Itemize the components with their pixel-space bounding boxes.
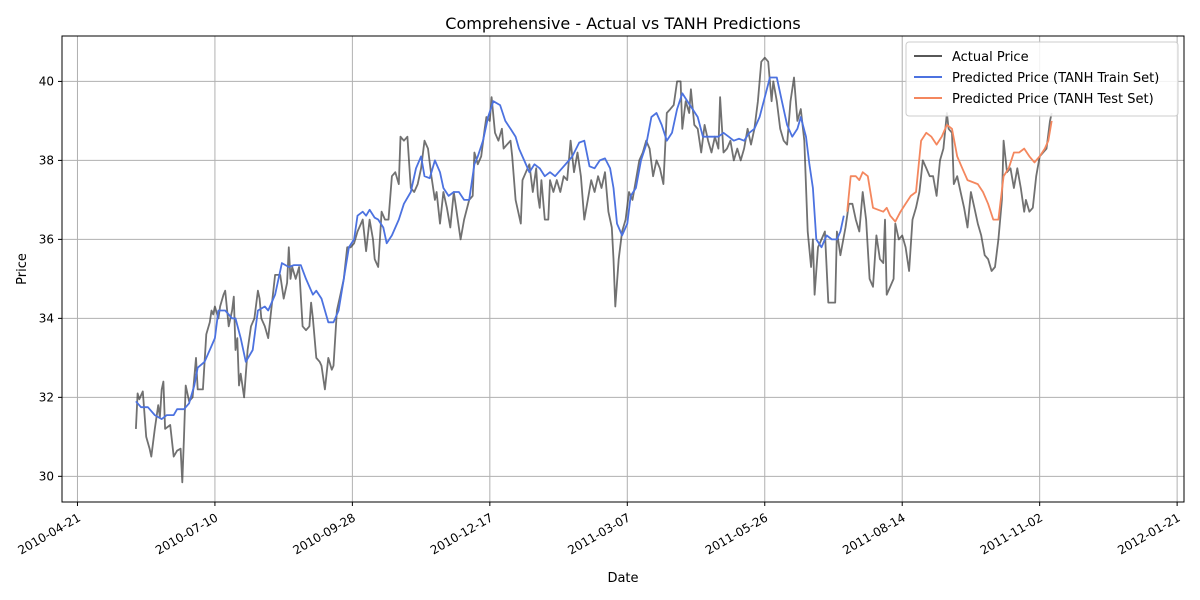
plot-frame: [61, 35, 1185, 503]
y-tick-label: 34: [39, 311, 54, 325]
y-tick-label: 40: [39, 74, 54, 88]
legend: Actual Price Predicted Price (TANH Train…: [905, 41, 1179, 117]
legend-label-train: Predicted Price (TANH Train Set): [952, 71, 1159, 86]
y-tick-label: 30: [39, 469, 54, 483]
chart-title: Comprehensive - Actual vs TANH Predictio…: [445, 14, 800, 33]
legend-label-actual: Actual Price: [952, 50, 1029, 65]
legend-label-test: Predicted Price (TANH Test Set): [952, 92, 1154, 107]
y-axis: 30 32 34 36 38 40: [39, 74, 62, 483]
legend-box: [905, 41, 1179, 117]
series-line-test: [846, 120, 1053, 223]
plot-lines: [135, 56, 1053, 484]
y-tick-label: 36: [39, 232, 54, 246]
y-tick-label: 38: [39, 153, 54, 167]
y-axis-label: Price: [15, 253, 30, 285]
series-line-train: [135, 76, 845, 421]
x-axis-label: Date: [607, 571, 638, 586]
y-tick-label: 32: [39, 390, 54, 404]
